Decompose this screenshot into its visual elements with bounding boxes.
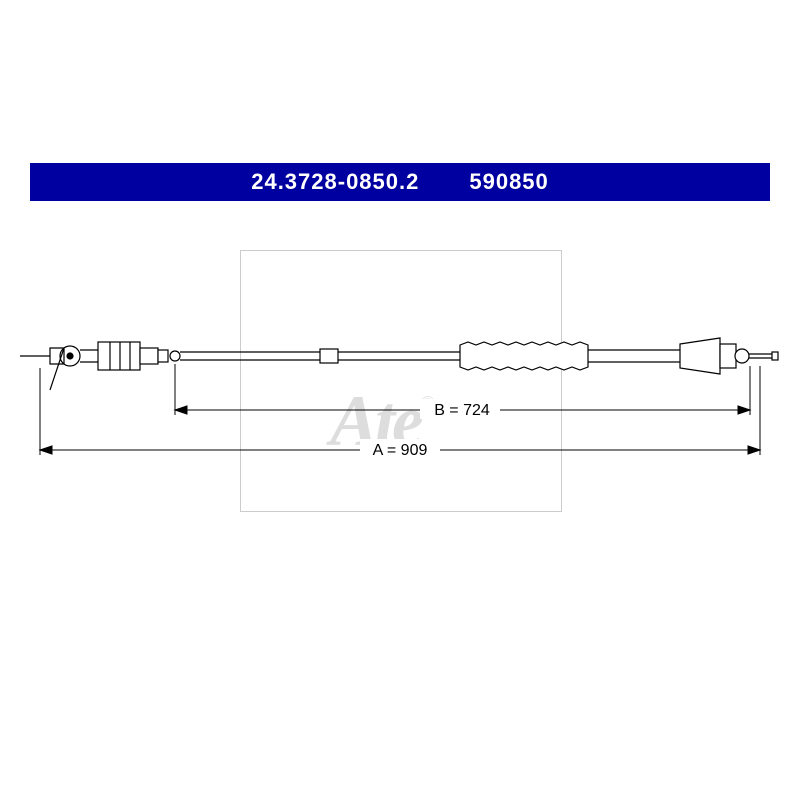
cable-sheath — [180, 349, 460, 363]
technical-drawing: B = 724 A = 909 — [20, 300, 780, 525]
dim-a-label: A = 909 — [373, 442, 428, 459]
tube-right — [588, 350, 680, 362]
dim-b-label: B = 724 — [434, 402, 490, 419]
secondary-number: 590850 — [469, 169, 548, 195]
ferrule-left — [140, 348, 180, 364]
header-bar: 24.3728-0850.2 590850 — [30, 163, 770, 201]
part-number: 24.3728-0850.2 — [251, 169, 419, 195]
bellows — [460, 342, 588, 370]
right-end-fitting — [680, 338, 778, 374]
left-end-fitting — [20, 346, 98, 390]
adjuster-block — [98, 342, 140, 370]
